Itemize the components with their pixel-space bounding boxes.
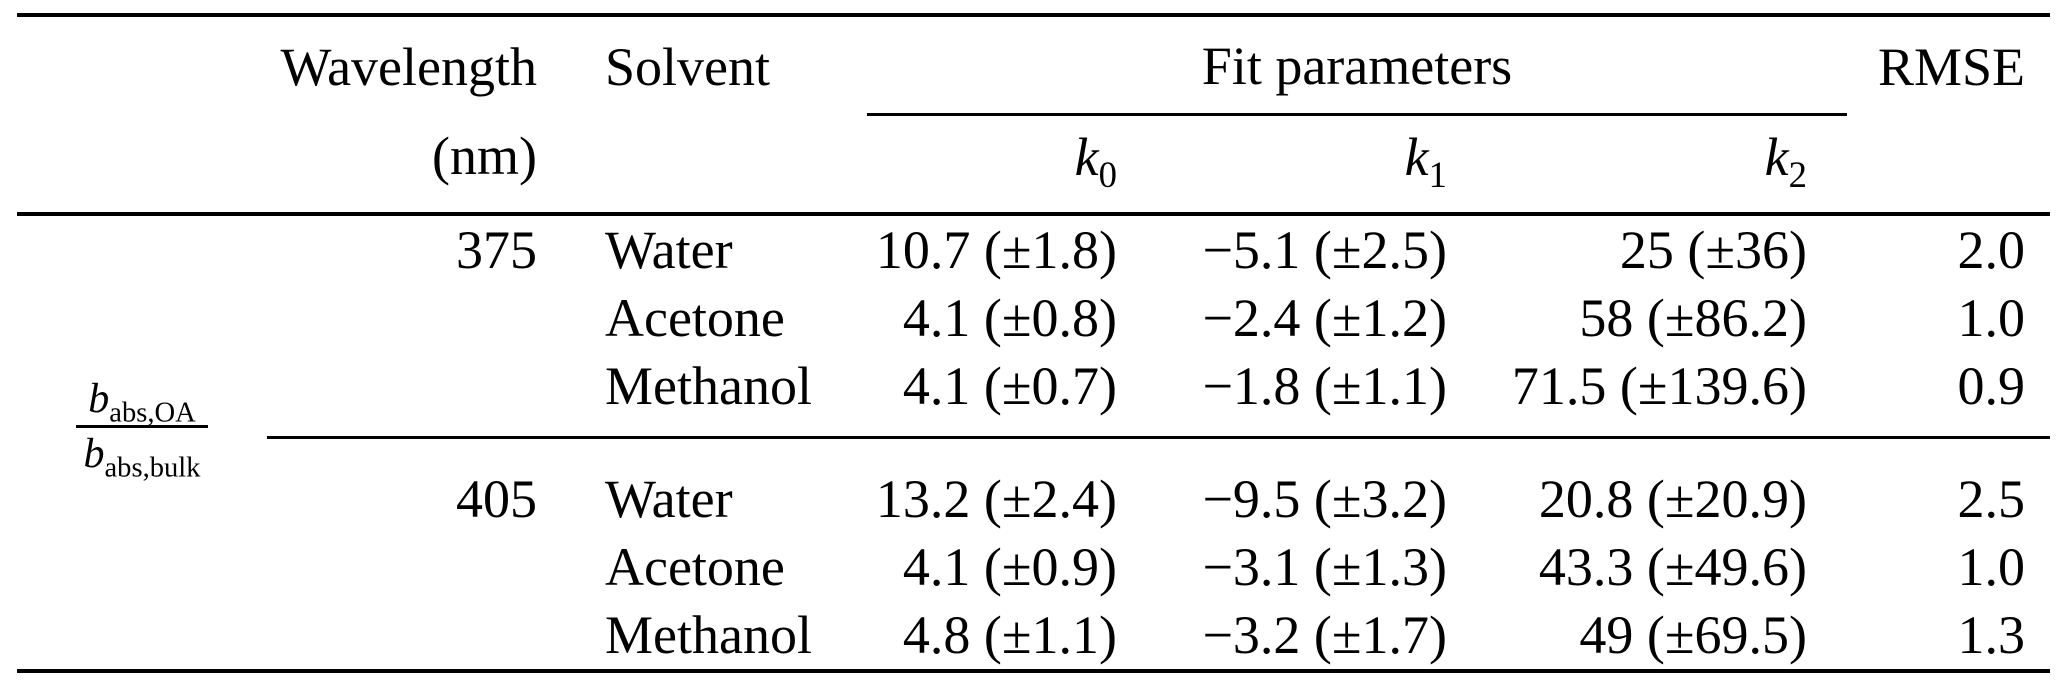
k1-cell: −9.5 (±3.2) (1157, 436, 1487, 533)
header-spacer (567, 114, 867, 216)
table-header: Wavelength Solvent Fit parameters RMSE (… (17, 15, 2050, 216)
table-body: babs,OA babs,bulk 375 Water 10.7 (±1.8) … (17, 214, 2050, 671)
k0-cell: 4.1 (±0.7) (902, 356, 1117, 416)
solvent-cell: Water (605, 220, 733, 280)
k1-cell: −5.1 (±2.5) (1202, 220, 1447, 280)
k2-cell: 49 (±69.5) (1579, 605, 1807, 665)
b-abs-oa-symbol: b (88, 376, 110, 423)
table-row-405-acetone: Acetone 4.1 (±0.9) −3.1 (±1.3) 43.3 (±49… (17, 533, 2050, 601)
solvent-cell: Acetone (605, 537, 785, 597)
solvent-cell: Methanol (605, 356, 812, 416)
header-row-2: (nm) k0 k1 k2 (17, 114, 2050, 216)
k0-cell: 4.1 (±0.9) (902, 537, 1117, 597)
table-row-375-acetone: Acetone 4.1 (±0.8) −2.4 (±1.2) 58 (±86.2… (17, 284, 2050, 352)
rmse-cell: 2.5 (1847, 436, 2050, 533)
fraction-numerator: babs,OA (76, 376, 209, 427)
table-row-405-water: 405 Water 13.2 (±2.4) −9.5 (±3.2) 20.8 (… (17, 436, 2050, 533)
table-row-375-methanol: Methanol 4.1 (±0.7) −1.8 (±1.1) 71.5 (±1… (17, 352, 2050, 438)
header-spacer (17, 15, 267, 115)
k1-cell: −3.1 (±1.3) (1202, 537, 1447, 597)
k0-cell: 13.2 (±2.4) (867, 436, 1157, 533)
k2-cell: 71.5 (±139.6) (1511, 356, 1807, 416)
fraction-denominator: babs,bulk (75, 424, 209, 482)
col-header-wavelength-unit: (nm) (267, 114, 567, 216)
col-header-rmse: RMSE (1877, 36, 2025, 97)
k2-subscript: 2 (1788, 153, 1807, 195)
k1-symbol: k (1404, 127, 1429, 187)
k0-cell: 4.1 (±0.8) (902, 288, 1117, 348)
rmse-cell: 1.0 (1957, 288, 2026, 348)
b-abs-bulk-symbol: b (83, 430, 105, 477)
k0-cell: 10.7 (±1.8) (875, 220, 1117, 280)
header-spacer (1847, 114, 2050, 216)
b-abs-bulk-subscript: abs,bulk (104, 451, 201, 483)
table-row-375-water: babs,OA babs,bulk 375 Water 10.7 (±1.8) … (17, 214, 2050, 482)
fit-parameters-table: Wavelength Solvent Fit parameters RMSE (… (17, 13, 2050, 673)
solvent-cell: Methanol (605, 605, 812, 665)
col-header-k1: k1 (1157, 114, 1487, 216)
rmse-cell: 0.9 (1957, 356, 2026, 416)
k1-cell: −1.8 (±1.1) (1202, 356, 1447, 416)
babs-ratio-fraction: babs,OA babs,bulk (75, 376, 209, 482)
rmse-cell: 1.0 (1957, 537, 2026, 597)
k1-cell: −2.4 (±1.2) (1202, 288, 1447, 348)
col-header-k2: k2 (1487, 114, 1847, 216)
k2-symbol: k (1764, 127, 1789, 187)
wavelength-value: 375 (456, 220, 537, 280)
solvent-cell: Acetone (605, 288, 785, 348)
wavelength-value (267, 352, 567, 438)
k0-cell: 4.8 (±1.1) (902, 605, 1117, 665)
wavelength-value (267, 533, 567, 601)
wavelength-value (267, 601, 567, 671)
row-group-label-babs-ratio: babs,OA babs,bulk (17, 214, 267, 671)
k2-cell: 43.3 (±49.6) (1538, 537, 1807, 597)
wavelength-value: 405 (267, 436, 567, 533)
k2-cell: 20.8 (±20.9) (1487, 436, 1847, 533)
k1-subscript: 1 (1428, 153, 1447, 195)
b-abs-oa-subscript: abs,OA (109, 397, 196, 429)
header-row-1: Wavelength Solvent Fit parameters RMSE (17, 15, 2050, 116)
col-header-solvent: Solvent (605, 36, 771, 97)
solvent-cell: Water (567, 436, 867, 533)
wavelength-value (267, 284, 567, 352)
header-spacer (17, 114, 267, 216)
col-header-fit-parameters: Fit parameters (867, 15, 1847, 116)
k0-subscript: 0 (1098, 153, 1117, 195)
k2-cell: 25 (±36) (1619, 220, 1807, 280)
col-header-wavelength: Wavelength (280, 36, 537, 97)
k0-symbol: k (1074, 127, 1099, 187)
col-header-k0: k0 (867, 114, 1157, 216)
rmse-cell: 2.0 (1957, 220, 2026, 280)
k1-cell: −3.2 (±1.7) (1202, 605, 1447, 665)
rmse-cell: 1.3 (1957, 605, 2026, 665)
k2-cell: 58 (±86.2) (1579, 288, 1807, 348)
table-row-405-methanol: Methanol 4.8 (±1.1) −3.2 (±1.7) 49 (±69.… (17, 601, 2050, 671)
